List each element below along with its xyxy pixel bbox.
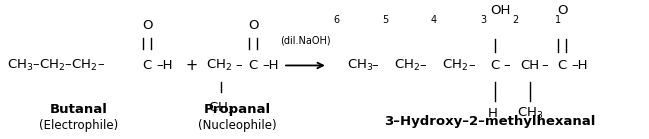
Text: –: – bbox=[541, 59, 548, 72]
Text: CH$_2$: CH$_2$ bbox=[443, 58, 469, 73]
Text: O: O bbox=[248, 19, 258, 32]
Text: CH$_2$: CH$_2$ bbox=[206, 58, 232, 73]
Text: 1: 1 bbox=[556, 15, 561, 25]
Text: –H: –H bbox=[262, 59, 279, 72]
Text: (Nucleophile): (Nucleophile) bbox=[198, 119, 276, 132]
Text: –: – bbox=[235, 59, 241, 72]
Text: 4: 4 bbox=[431, 15, 437, 25]
Text: C: C bbox=[490, 59, 500, 72]
Text: CH$_3$: CH$_3$ bbox=[347, 58, 373, 73]
Text: +: + bbox=[186, 58, 198, 73]
Text: CH$_2$: CH$_2$ bbox=[394, 58, 420, 73]
Text: O: O bbox=[141, 19, 153, 32]
Text: CH: CH bbox=[520, 59, 539, 72]
Text: 3–Hydroxy–2–methylhexanal: 3–Hydroxy–2–methylhexanal bbox=[384, 115, 595, 128]
Text: 5: 5 bbox=[382, 15, 389, 25]
Text: OH: OH bbox=[490, 4, 511, 17]
Text: C: C bbox=[557, 59, 567, 72]
Text: CH$_3$: CH$_3$ bbox=[517, 106, 543, 121]
Text: –H: –H bbox=[156, 59, 173, 72]
Text: –: – bbox=[468, 59, 475, 72]
Text: 6: 6 bbox=[334, 15, 340, 25]
Text: Propanal: Propanal bbox=[204, 103, 271, 116]
Text: C: C bbox=[142, 59, 152, 72]
Text: –: – bbox=[371, 59, 378, 72]
Text: –H: –H bbox=[571, 59, 588, 72]
Text: H: H bbox=[488, 107, 498, 120]
Text: (Electrophile): (Electrophile) bbox=[39, 119, 118, 132]
Text: C: C bbox=[249, 59, 258, 72]
Text: O: O bbox=[557, 4, 567, 17]
Text: Butanal: Butanal bbox=[49, 103, 107, 116]
Text: –: – bbox=[420, 59, 426, 72]
Text: CH$_3$–CH$_2$–CH$_2$–: CH$_3$–CH$_2$–CH$_2$– bbox=[7, 58, 105, 73]
Text: –: – bbox=[503, 59, 510, 72]
Text: (dil.NaOH): (dil.NaOH) bbox=[280, 36, 331, 46]
Text: 3: 3 bbox=[481, 15, 487, 25]
Text: 2: 2 bbox=[512, 15, 518, 25]
Text: CH$_3$: CH$_3$ bbox=[208, 100, 234, 116]
